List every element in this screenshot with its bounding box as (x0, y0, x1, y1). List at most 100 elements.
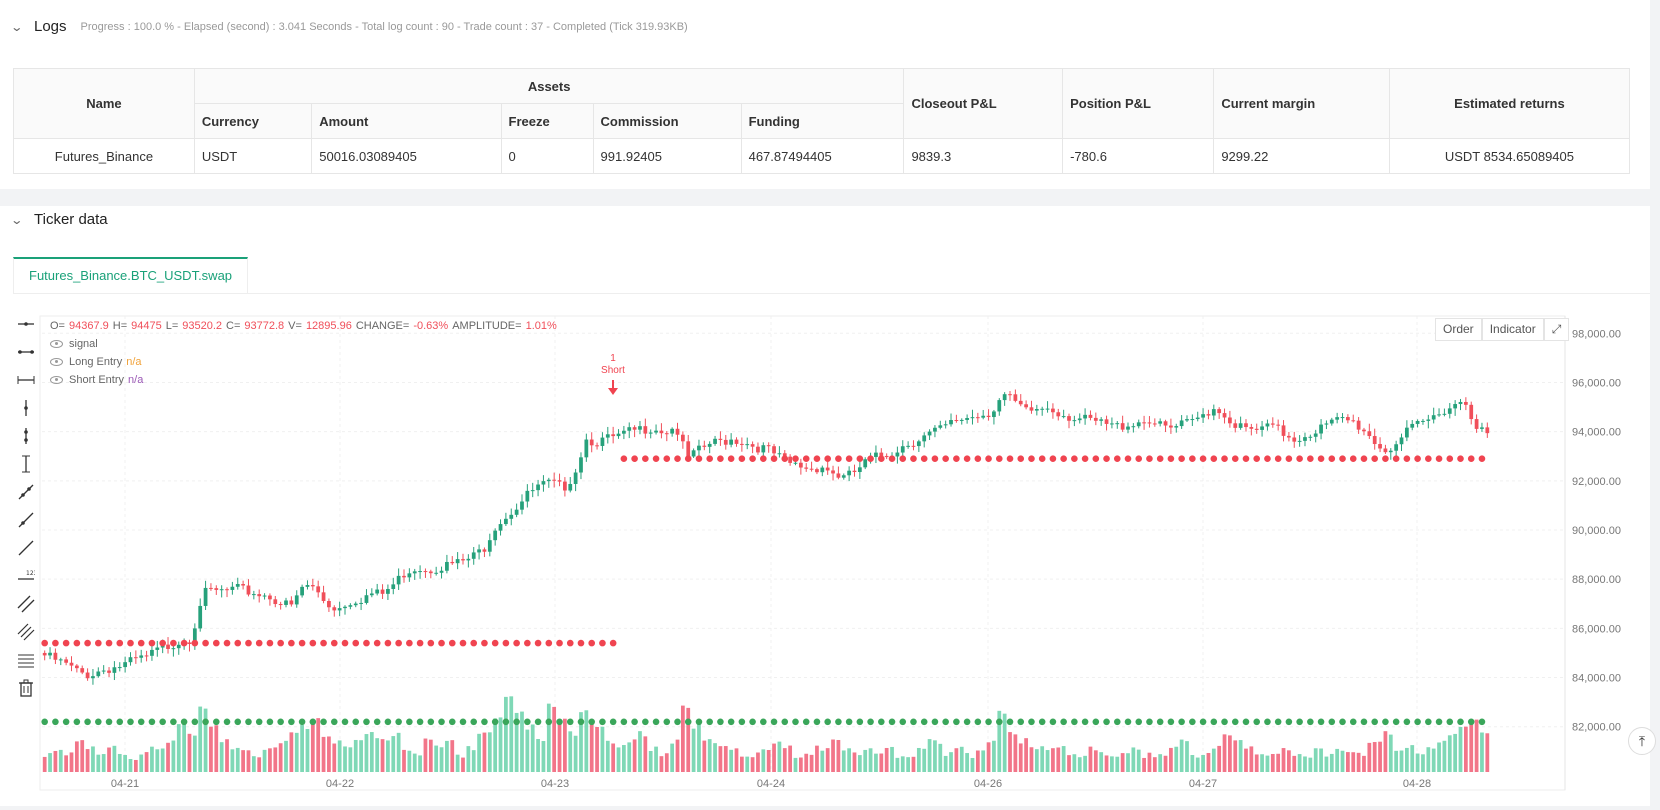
volume-bar (225, 739, 229, 772)
vertical-ray-icon[interactable] (14, 398, 38, 418)
support-level-dot (180, 718, 188, 726)
support-level-dot (631, 718, 638, 726)
y-tick-label: 98,000.00 (1572, 328, 1621, 340)
straight-line-icon[interactable] (14, 538, 38, 558)
candle-body (1383, 448, 1388, 453)
volume-bar (654, 746, 658, 772)
stop-level-dot (534, 639, 542, 647)
candle-body (1056, 412, 1061, 417)
candle-body (600, 437, 605, 446)
volume-bar (949, 752, 953, 772)
volume-bar (525, 729, 530, 772)
candle-body (1110, 423, 1114, 425)
legend-short-entry[interactable]: Short Entry n/a (50, 371, 557, 389)
volume-bar (402, 749, 406, 772)
volume-bar (1169, 747, 1173, 772)
volume-bar (42, 756, 47, 772)
legend-signal[interactable]: signal (50, 335, 557, 353)
candle-body (310, 585, 315, 587)
stop-level-dot (1242, 455, 1250, 462)
volume-bar (241, 750, 245, 772)
candle-body (198, 605, 203, 629)
horizontal-ray-icon[interactable] (14, 314, 38, 334)
support-level-dot (62, 718, 70, 726)
support-level-dot (942, 718, 949, 726)
fullscreen-icon[interactable]: ⤢ (1543, 318, 1570, 341)
candle-body (332, 607, 337, 611)
stop-level-dot (1328, 455, 1336, 462)
stop-level-dot (1264, 455, 1271, 462)
candle-body (128, 657, 133, 663)
volume-bar (1136, 749, 1141, 772)
volume-bar (251, 756, 256, 772)
candle-body (1147, 422, 1152, 424)
price-line-icon[interactable]: 123 (14, 566, 38, 586)
volume-bar (246, 750, 251, 772)
support-level-dot (1328, 718, 1336, 726)
indicator-button[interactable]: Indicator (1481, 318, 1544, 341)
support-level-dot (95, 718, 102, 726)
chevron-down-icon[interactable]: ⌄ (10, 19, 24, 34)
candle-body (359, 602, 363, 604)
stop-level-dot (1038, 455, 1046, 462)
horizontal-line-icon[interactable] (14, 342, 38, 362)
vertical-line-icon[interactable] (14, 426, 38, 446)
stop-level-dot (1146, 455, 1153, 462)
candle-body (1351, 420, 1356, 422)
stop-level-dot (1189, 455, 1196, 462)
trash-icon[interactable] (14, 678, 38, 698)
candle-body (1480, 427, 1484, 429)
volume-bar (546, 703, 551, 772)
candle-body (1270, 423, 1275, 425)
candle-body (155, 647, 160, 650)
fibonacci-retracement-icon[interactable] (14, 650, 38, 670)
volume-bar (568, 731, 573, 772)
ticker-header[interactable]: ⌄ Ticker data (10, 211, 107, 228)
volume-bar (1056, 747, 1061, 772)
legend-long-entry[interactable]: Long Entry n/a (50, 353, 557, 371)
eye-icon[interactable] (50, 376, 63, 384)
volume-bar (557, 719, 562, 772)
candle-body (337, 608, 342, 611)
scroll-top-icon[interactable]: ⤒ (1628, 727, 1656, 755)
support-level-dot (513, 718, 520, 726)
fibonacci-line-icon[interactable] (14, 622, 38, 642)
volume-bar (622, 745, 626, 772)
eye-icon[interactable] (50, 340, 63, 348)
volume-bar (1287, 750, 1291, 772)
volume-bar (1126, 753, 1130, 772)
volume-bar (1319, 748, 1323, 772)
open-label: O= (50, 320, 65, 332)
chevron-down-icon[interactable]: ⌄ (10, 212, 24, 227)
candle-body (241, 584, 245, 586)
candle-body (1195, 417, 1200, 420)
volume-bar (997, 710, 1002, 772)
stop-level-dot (1060, 455, 1067, 462)
logs-header[interactable]: ⌄ Logs Progress : 100.0 % - Elapsed (sec… (10, 18, 688, 35)
stop-level-dot (1274, 455, 1282, 462)
candle-body (895, 452, 900, 457)
volume-bar (273, 747, 278, 772)
volume-bar (375, 738, 380, 772)
order-button[interactable]: Order (1435, 318, 1482, 341)
volume-bar (1281, 748, 1286, 772)
vertical-segment-icon[interactable] (14, 454, 38, 474)
volume-bar (798, 757, 803, 772)
tab-futures-binance-btc[interactable]: Futures_Binance.BTC_USDT.swap (13, 257, 249, 293)
candle-body (782, 453, 787, 457)
horizontal-segment-icon[interactable] (14, 370, 38, 390)
candle-body (670, 428, 675, 434)
trend-line-icon[interactable] (14, 482, 38, 502)
candle-body (300, 586, 304, 596)
support-level-dot (727, 718, 735, 726)
ray-line-icon[interactable] (14, 510, 38, 530)
parallel-channel-icon[interactable] (14, 594, 38, 614)
candle-body (91, 676, 95, 679)
eye-icon[interactable] (50, 358, 63, 366)
candle-body (192, 628, 197, 644)
candle-body (1083, 414, 1087, 419)
volume-bar (965, 753, 969, 772)
support-level-dot (749, 718, 756, 726)
volume-bar (541, 741, 546, 772)
